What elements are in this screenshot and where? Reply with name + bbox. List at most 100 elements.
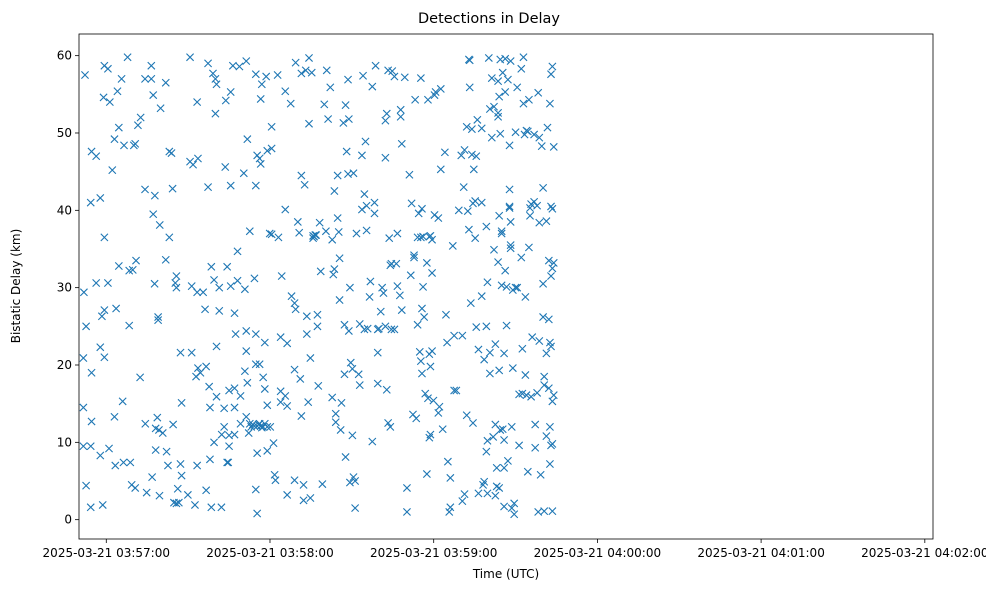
detection-point	[422, 258, 431, 267]
detection-point	[457, 151, 466, 160]
detection-point	[436, 84, 445, 93]
detection-point	[410, 253, 419, 262]
detection-point	[482, 222, 491, 231]
x-axis: 2025-03-21 03:57:00 2025-03-21 03:58:00 20…	[43, 539, 986, 560]
detection-point	[393, 282, 402, 291]
detection-point	[370, 198, 379, 207]
detection-point	[452, 386, 461, 395]
detection-point	[108, 166, 117, 175]
detection-point	[155, 221, 164, 230]
detection-point	[542, 349, 551, 358]
detection-point	[463, 207, 472, 216]
detection-point	[277, 272, 286, 281]
detection-point	[274, 233, 283, 242]
detection-point	[221, 96, 230, 105]
detection-point	[151, 446, 160, 455]
detection-point	[419, 282, 428, 291]
detection-point	[100, 233, 109, 242]
detection-point	[384, 419, 393, 427]
detection-point	[345, 478, 354, 487]
detection-point	[223, 458, 232, 467]
detection-point	[400, 73, 409, 82]
detection-point	[434, 408, 443, 417]
detection-point	[533, 388, 542, 397]
x-tick-label: 2025-03-21 04:02:00	[861, 546, 986, 560]
detection-point	[487, 74, 496, 83]
detection-point	[366, 277, 375, 286]
detection-point	[304, 398, 313, 407]
detection-point	[336, 425, 345, 434]
detection-point	[290, 476, 299, 485]
detection-point	[193, 98, 202, 107]
detection-point	[450, 331, 459, 340]
detection-point	[339, 118, 348, 127]
detection-point	[540, 507, 549, 516]
detection-point	[215, 283, 224, 292]
detection-point	[507, 422, 516, 431]
detection-point	[79, 442, 88, 451]
detection-point	[365, 292, 374, 301]
detection-point	[421, 389, 430, 398]
detection-point	[311, 231, 320, 240]
detection-point	[522, 391, 531, 400]
detection-point	[79, 354, 88, 363]
detection-point	[359, 71, 368, 80]
detection-point	[176, 459, 185, 468]
detection-point	[379, 289, 388, 298]
detection-point	[548, 397, 557, 406]
detection-point	[242, 57, 251, 66]
detection-point	[266, 422, 275, 431]
detection-point	[530, 197, 539, 206]
detection-point	[193, 461, 202, 470]
detection-point	[193, 288, 202, 297]
detection-point	[344, 326, 353, 335]
detection-point	[302, 330, 311, 339]
detection-point	[190, 500, 199, 509]
detection-point	[502, 321, 511, 330]
detection-point	[177, 471, 186, 480]
detection-point	[445, 507, 454, 516]
detection-point	[368, 437, 377, 446]
detection-point	[301, 66, 310, 75]
detection-point	[172, 283, 181, 292]
detection-point	[79, 403, 88, 412]
detection-point	[435, 402, 444, 411]
detection-point	[315, 218, 324, 227]
detection-point	[436, 165, 445, 174]
detection-point	[331, 418, 340, 427]
detection-point	[253, 509, 262, 518]
detection-point	[98, 500, 107, 509]
detection-point	[528, 333, 537, 342]
detection-point	[526, 211, 534, 220]
detection-point	[537, 142, 546, 151]
detection-point	[333, 214, 342, 223]
detection-point	[465, 56, 474, 65]
detection-point	[513, 283, 522, 292]
detection-point	[281, 87, 290, 96]
detection-point	[96, 343, 105, 352]
x-axis-title: Time (UTC)	[472, 567, 539, 581]
detection-point	[341, 101, 350, 110]
detection-point	[513, 83, 522, 92]
detection-point	[163, 461, 172, 470]
detection-point	[388, 67, 397, 76]
detection-point	[230, 309, 239, 318]
detection-point	[414, 209, 423, 218]
detection-point	[446, 473, 455, 482]
detection-point	[494, 258, 503, 267]
detection-point	[297, 412, 306, 421]
detection-point	[495, 366, 504, 375]
detection-point	[464, 225, 473, 234]
detection-point	[431, 88, 440, 96]
detection-point	[103, 64, 112, 73]
detection-point	[465, 83, 474, 92]
detection-point	[503, 456, 512, 465]
detection-point	[515, 441, 524, 450]
detection-point	[328, 393, 337, 402]
detection-point	[531, 443, 540, 452]
detection-point	[165, 233, 174, 242]
detection-point	[497, 227, 506, 236]
detection-point	[314, 381, 323, 390]
detection-point	[349, 169, 358, 178]
detection-point	[307, 68, 316, 77]
